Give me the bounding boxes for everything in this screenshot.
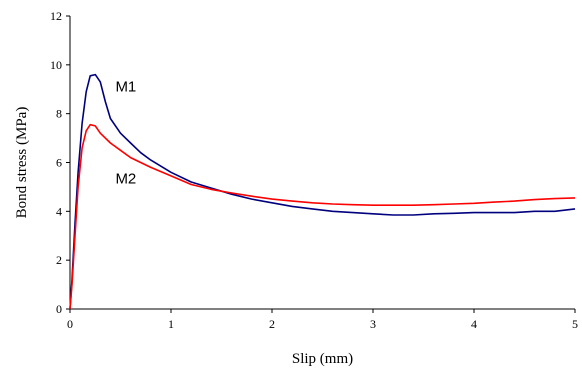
series-line-m1 [69, 73, 576, 310]
y-tick-label: 12 [50, 9, 62, 23]
axes [69, 16, 575, 310]
x-tick-label: 1 [168, 317, 174, 331]
x-tick-label: 0 [67, 317, 73, 331]
annotation-layer: M1 M2 [115, 79, 136, 188]
series-line-m2 [69, 123, 576, 310]
y-tick-label: 4 [56, 204, 62, 218]
y-tick-label: 8 [56, 107, 62, 121]
x-tick-label: 4 [471, 317, 477, 331]
y-tick-label: 0 [56, 302, 62, 316]
x-axis-title: Slip (mm) [292, 351, 353, 367]
y-tick-label: 10 [50, 58, 62, 72]
y-tick-label: 2 [56, 253, 62, 267]
y-tick-label: 6 [56, 156, 62, 170]
x-tick-label: 5 [572, 317, 578, 331]
y-axis-title: Bond stress (MPa) [14, 107, 30, 219]
x-tick-label: 3 [370, 317, 376, 331]
series-layer [69, 73, 576, 310]
series-label-m2: M2 [115, 170, 136, 187]
x-tick-label: 2 [269, 317, 275, 331]
series-label-m1: M1 [115, 79, 136, 96]
x-ticks: 0 1 2 3 4 5 [67, 309, 578, 331]
y-ticks: 0 2 4 6 8 10 12 [50, 9, 70, 316]
